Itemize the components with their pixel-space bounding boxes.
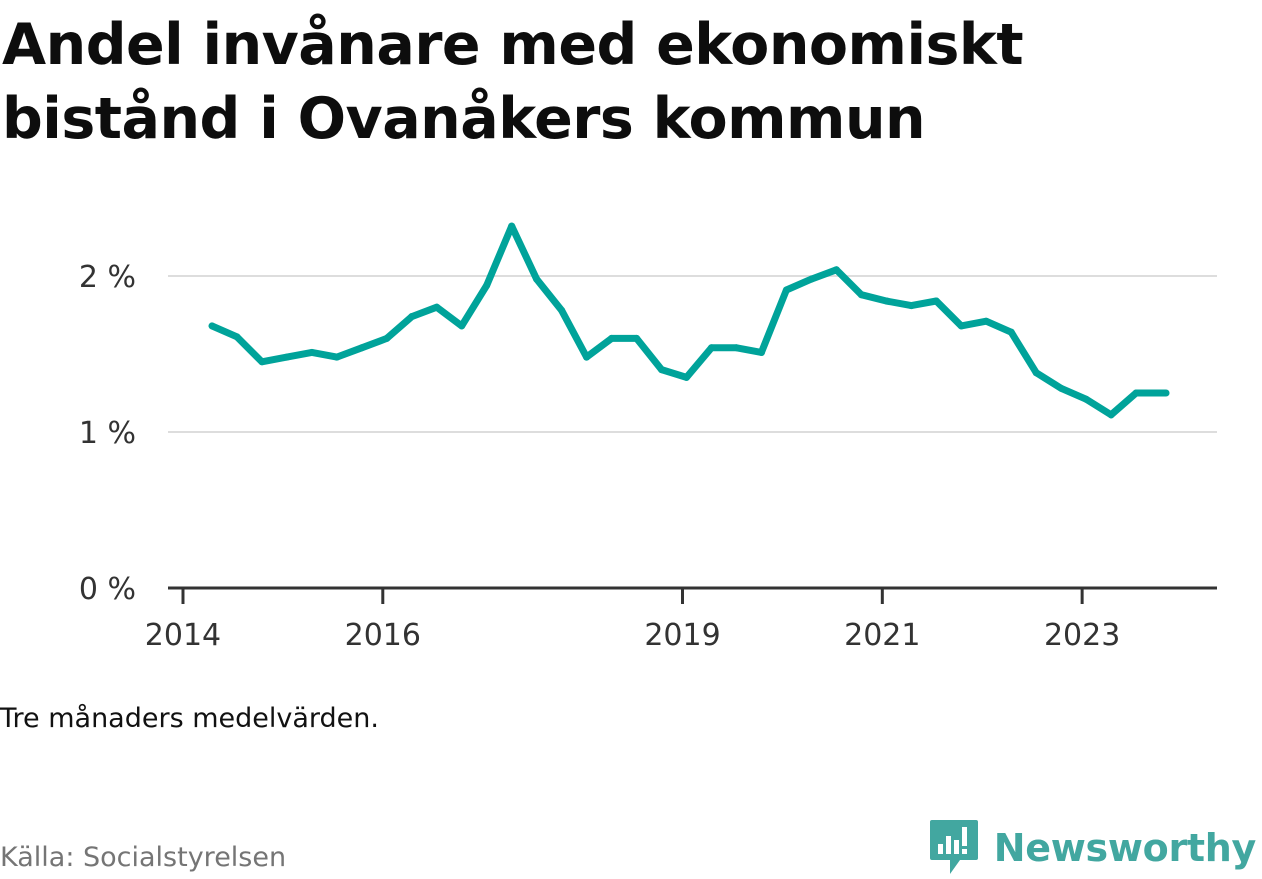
x-tick-label: 2021 [844, 618, 920, 653]
data-point [732, 344, 740, 352]
data-point [258, 358, 266, 366]
data-point [1132, 389, 1140, 397]
data-point [383, 334, 391, 342]
y-tick-label: 1 % [79, 416, 136, 451]
data-point [932, 297, 940, 305]
data-point [1107, 411, 1115, 419]
chart-note: Tre månaders medelvärden. [0, 703, 379, 734]
data-point [458, 322, 466, 330]
data-point [1057, 384, 1065, 392]
data-point [633, 334, 641, 342]
data-point [957, 322, 965, 330]
data-point [533, 275, 541, 283]
data-point [683, 373, 691, 381]
x-axis-labels: 2014 2016 2019 2021 2023 [145, 618, 1121, 653]
data-point [483, 281, 491, 289]
y-axis-labels: 0 % 1 % 2 % [79, 260, 136, 607]
data-point [658, 366, 666, 374]
x-tick-label: 2014 [145, 618, 221, 653]
data-point [583, 353, 591, 361]
source-text: Källa: Socialstyrelsen [0, 842, 287, 873]
data-point [832, 266, 840, 274]
brand-logo[interactable]: Newsworthy [928, 818, 1256, 878]
data-point [283, 353, 291, 361]
data-point [1162, 389, 1170, 397]
x-tick-label: 2023 [1044, 618, 1120, 653]
data-point [1007, 328, 1015, 336]
data-point [508, 222, 516, 230]
brand-name: Newsworthy [993, 826, 1257, 870]
data-point [208, 322, 216, 330]
line-chart: 0 % 1 % 2 % 2014 2016 2019 2021 2023 [79, 222, 1217, 653]
data-point [433, 303, 441, 311]
x-axis [168, 586, 1217, 604]
data-point [308, 348, 316, 356]
newsworthy-logo-icon [929, 820, 978, 874]
series-layer [208, 222, 1170, 419]
data-point [807, 275, 815, 283]
data-point [358, 344, 366, 352]
data-point [982, 317, 990, 325]
data-point [408, 313, 416, 321]
data-point [1032, 369, 1040, 377]
data-point [233, 333, 241, 341]
data-point [882, 297, 890, 305]
y-tick-label: 0 % [79, 572, 136, 607]
x-tick-label: 2019 [644, 618, 720, 653]
x-tick-label: 2016 [345, 618, 421, 653]
data-point [333, 353, 341, 361]
data-point [1082, 395, 1090, 403]
chart-title: Andel invånare med ekonomiskt bistånd i … [2, 12, 1024, 152]
data-point [608, 334, 616, 342]
y-tick-label: 2 % [79, 260, 136, 295]
data-point [757, 348, 765, 356]
data-point [707, 344, 715, 352]
series-line [210, 222, 1166, 419]
data-point [907, 302, 915, 310]
data-point [558, 306, 566, 314]
gridlines [168, 275, 1217, 433]
data-point [857, 291, 865, 299]
data-point [782, 286, 790, 294]
